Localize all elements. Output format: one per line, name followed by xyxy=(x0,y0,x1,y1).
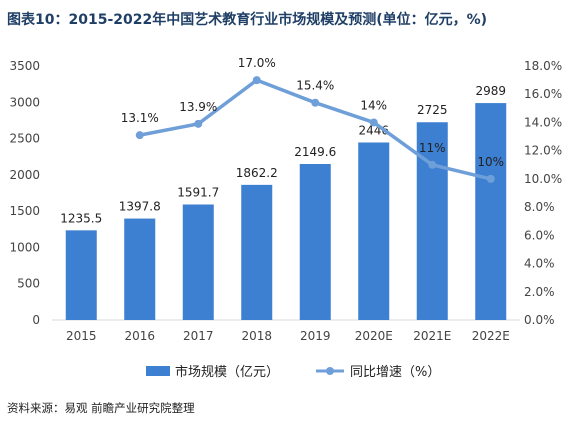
growth-data-label: 13.1% xyxy=(121,111,159,125)
growth-data-label: 15.4% xyxy=(296,79,334,93)
bar-data-label: 2149.6 xyxy=(294,145,336,159)
y-right-tick-label: 6.0% xyxy=(524,228,555,242)
growth-data-label: 14% xyxy=(360,98,387,112)
y-right-tick-label: 16.0% xyxy=(524,87,562,101)
growth-data-label: 10% xyxy=(477,155,504,169)
x-tick-label: 2021E xyxy=(413,329,451,343)
y-left-tick-label: 0 xyxy=(32,313,40,327)
y-left-tick-label: 3000 xyxy=(9,95,40,109)
growth-point xyxy=(135,131,144,140)
y-right-tick-label: 14.0% xyxy=(524,115,562,129)
source-note: 资料来源：易观 前瞻产业研究院整理 xyxy=(7,401,195,415)
y-left-tick-label: 2500 xyxy=(9,132,40,146)
bar xyxy=(299,164,331,320)
y-right-tick-label: 2.0% xyxy=(524,285,555,299)
x-tick-label: 2015 xyxy=(66,329,97,343)
growth-data-label: 11% xyxy=(419,141,446,155)
bar xyxy=(358,142,390,320)
y-left-tick-label: 500 xyxy=(17,277,40,291)
legend-line-marker xyxy=(326,367,334,375)
growth-point xyxy=(369,118,378,127)
growth-point xyxy=(311,98,320,107)
bar xyxy=(475,103,507,320)
legend-line-label: 同比增速（%） xyxy=(350,365,440,380)
y-right-tick-label: 10.0% xyxy=(524,172,562,186)
y-right-tick-label: 18.0% xyxy=(524,59,562,73)
y-right-tick-label: 0.0% xyxy=(524,313,555,327)
growth-data-label: 17.0% xyxy=(238,56,276,70)
bar-data-label: 1591.7 xyxy=(177,185,219,199)
bar-data-label: 2989 xyxy=(475,84,506,98)
x-tick-label: 2019 xyxy=(300,329,331,343)
x-tick-label: 2016 xyxy=(124,329,155,343)
bar xyxy=(124,218,156,320)
y-right-tick-label: 4.0% xyxy=(524,257,555,271)
growth-data-label: 13.9% xyxy=(179,100,217,114)
growth-point xyxy=(194,119,203,128)
growth-point xyxy=(486,174,495,183)
growth-point xyxy=(428,160,437,169)
bar-data-label: 1235.5 xyxy=(60,211,102,225)
y-left-tick-label: 1000 xyxy=(9,240,40,254)
bar-data-label: 1397.8 xyxy=(119,200,161,214)
legend-bar-label: 市场规模（亿元） xyxy=(175,364,279,380)
bar xyxy=(65,230,97,320)
bar-data-label: 2725 xyxy=(417,103,448,117)
bar xyxy=(182,204,214,320)
y-left-tick-label: 3500 xyxy=(9,59,40,73)
y-right-tick-label: 12.0% xyxy=(524,144,562,158)
y-left-tick-label: 2000 xyxy=(9,168,40,182)
bar xyxy=(241,184,273,320)
chart-title: 图表10：2015-2022年中国艺术教育行业市场规模及预测(单位：亿元，%) xyxy=(7,12,488,28)
x-tick-label: 2018 xyxy=(241,329,272,343)
growth-point xyxy=(252,76,261,85)
y-left-tick-label: 1500 xyxy=(9,204,40,218)
x-tick-label: 2017 xyxy=(183,329,214,343)
legend-bar-swatch xyxy=(146,366,170,376)
x-tick-label: 2020E xyxy=(355,329,393,343)
y-right-tick-label: 8.0% xyxy=(524,200,555,214)
bar-data-label: 1862.2 xyxy=(236,166,278,180)
x-tick-label: 2022E xyxy=(472,329,510,343)
